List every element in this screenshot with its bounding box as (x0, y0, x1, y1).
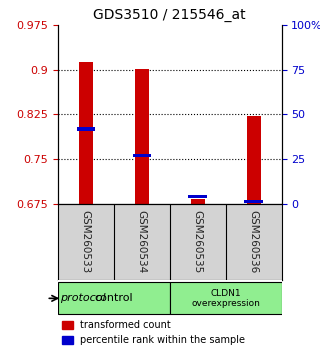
Bar (244, 200, 263, 203)
Text: control: control (94, 293, 133, 303)
Bar (188, 195, 207, 198)
Text: GSM260533: GSM260533 (81, 211, 91, 274)
Bar (62, 336, 73, 344)
Bar (79, 62, 92, 204)
Text: GSM260536: GSM260536 (249, 211, 259, 274)
Text: protocol: protocol (60, 293, 106, 303)
Text: transformed count: transformed count (80, 320, 171, 330)
Text: percentile rank within the sample: percentile rank within the sample (80, 335, 245, 345)
Title: GDS3510 / 215546_at: GDS3510 / 215546_at (93, 8, 246, 22)
Bar (135, 69, 148, 204)
Text: CLDN1
overexpression: CLDN1 overexpression (191, 289, 260, 308)
Text: GSM260534: GSM260534 (137, 211, 147, 274)
Bar (62, 321, 73, 329)
Bar (247, 116, 260, 204)
Bar (191, 199, 204, 204)
Bar (76, 127, 95, 131)
FancyBboxPatch shape (170, 282, 282, 314)
Text: GSM260535: GSM260535 (193, 211, 203, 274)
Bar (132, 154, 151, 157)
FancyBboxPatch shape (58, 282, 170, 314)
